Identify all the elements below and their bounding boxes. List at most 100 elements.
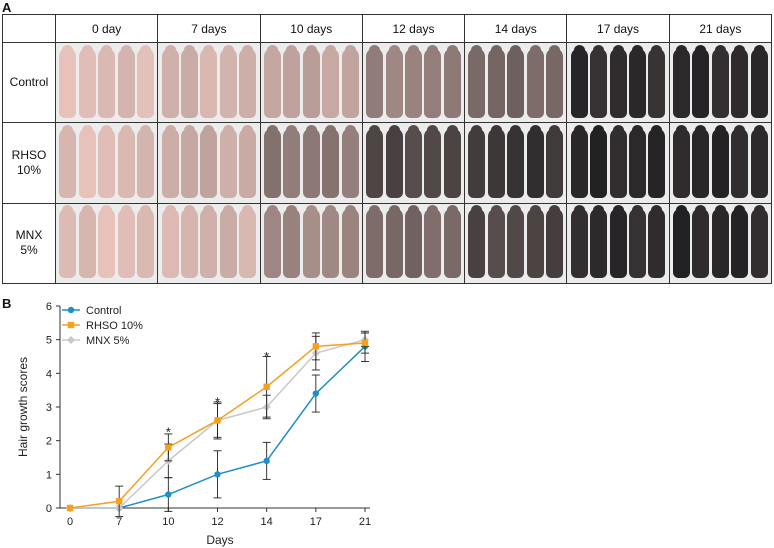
y-tick-label: 0 [46, 503, 52, 515]
mouse-figure [750, 124, 768, 198]
mouse-figure [672, 124, 690, 198]
mouse-figure [263, 44, 281, 118]
mouse-figure [263, 205, 281, 279]
mice-photo [668, 202, 773, 285]
mouse-figure [322, 124, 340, 198]
x-axis-label: Days [206, 533, 233, 547]
y-tick-label: 5 [46, 335, 52, 347]
mouse-figure [487, 44, 505, 118]
mouse-figure [341, 124, 359, 198]
row-label-line: 5% [20, 243, 38, 258]
x-tick-label: 14 [261, 516, 273, 528]
mouse-figure [263, 124, 281, 198]
y-tick-label: 6 [46, 301, 52, 313]
mouse-figure [590, 124, 608, 198]
mouse-figure [424, 44, 442, 118]
mouse-figure [487, 124, 505, 198]
column-header-3: 12 days [361, 14, 466, 43]
legend-marker [67, 321, 75, 329]
mouse-figure [609, 44, 627, 118]
data-point [361, 339, 369, 347]
x-tick-label: 12 [211, 516, 223, 528]
data-point [263, 383, 270, 390]
mice-photo-grid: 0 day 7 days 10 days 12 days 14 days 17 … [2, 14, 773, 285]
y-tick-label: 3 [46, 402, 52, 414]
mouse-figure [750, 44, 768, 118]
mouse-figure [200, 44, 218, 118]
mice-photo [54, 41, 159, 124]
row-label: RHSO 10% [2, 122, 56, 204]
data-point [312, 390, 320, 397]
mouse-figure [609, 205, 627, 279]
mice-photo [157, 122, 261, 204]
mouse-figure [648, 44, 666, 118]
mouse-figure [731, 205, 749, 279]
mice-photo [157, 202, 261, 285]
mouse-figure [219, 124, 237, 198]
mice-photo [566, 122, 670, 204]
mice-photo [259, 202, 363, 285]
legend-marker [67, 306, 75, 314]
mouse-figure [366, 44, 384, 118]
mouse-figure [219, 205, 237, 279]
significance-marker: * [166, 425, 171, 440]
mouse-figure [546, 44, 564, 118]
significance-marker: * [215, 394, 220, 409]
mouse-figure [507, 205, 525, 279]
grid-corner [2, 14, 56, 43]
mouse-figure [322, 205, 340, 279]
row-label-line: Control [9, 75, 49, 90]
data-point [312, 343, 320, 350]
data-point [165, 444, 172, 451]
y-tick-label: 1 [46, 469, 52, 481]
mouse-figure [239, 44, 257, 118]
mouse-figure [341, 44, 359, 118]
mouse-figure [692, 124, 710, 198]
mouse-figure [302, 124, 320, 198]
mouse-figure [59, 124, 77, 198]
mouse-figure [487, 205, 505, 279]
row-label-line: RHSO [11, 147, 47, 162]
mouse-figure [628, 205, 646, 279]
mouse-figure [161, 205, 179, 279]
x-tick-label: 10 [162, 516, 174, 528]
mouse-figure [404, 44, 422, 118]
mouse-figure [219, 44, 237, 118]
mouse-figure [302, 205, 320, 279]
mouse-figure [750, 205, 768, 279]
grid-row: RHSO 10% [2, 122, 773, 204]
mouse-figure [366, 124, 384, 198]
mouse-figure [78, 44, 96, 118]
mouse-figure [711, 44, 729, 118]
mouse-figure [648, 205, 666, 279]
data-point [214, 471, 221, 478]
mouse-figure [180, 44, 198, 118]
data-point [214, 417, 221, 424]
mouse-figure [507, 44, 525, 118]
column-header-6: 21 days [668, 14, 773, 43]
mice-photo [464, 202, 568, 285]
mouse-figure [137, 124, 155, 198]
data-point [115, 498, 123, 505]
panel-a-letter: A [2, 0, 12, 15]
x-tick-label: 17 [310, 516, 322, 528]
mouse-figure [590, 205, 608, 279]
mice-photo [259, 122, 363, 204]
mouse-figure [507, 124, 525, 198]
mouse-figure [59, 205, 77, 279]
mouse-figure [468, 44, 486, 118]
mouse-figure [78, 124, 96, 198]
mouse-figure [59, 44, 77, 118]
x-tick-label: 7 [116, 516, 122, 528]
y-axis-label: Hair growth scores [16, 357, 30, 457]
mouse-figure [161, 44, 179, 118]
mouse-figure [302, 44, 320, 118]
mouse-figure [672, 205, 690, 279]
mouse-figure [570, 44, 588, 118]
mouse-figure [239, 205, 257, 279]
y-tick-label: 2 [46, 436, 52, 448]
mouse-figure [443, 44, 461, 118]
mouse-figure [404, 205, 422, 279]
mouse-figure [117, 205, 135, 279]
mouse-figure [98, 124, 116, 198]
